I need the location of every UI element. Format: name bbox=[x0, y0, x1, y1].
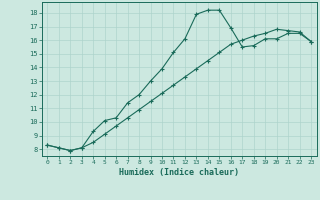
X-axis label: Humidex (Indice chaleur): Humidex (Indice chaleur) bbox=[119, 168, 239, 177]
